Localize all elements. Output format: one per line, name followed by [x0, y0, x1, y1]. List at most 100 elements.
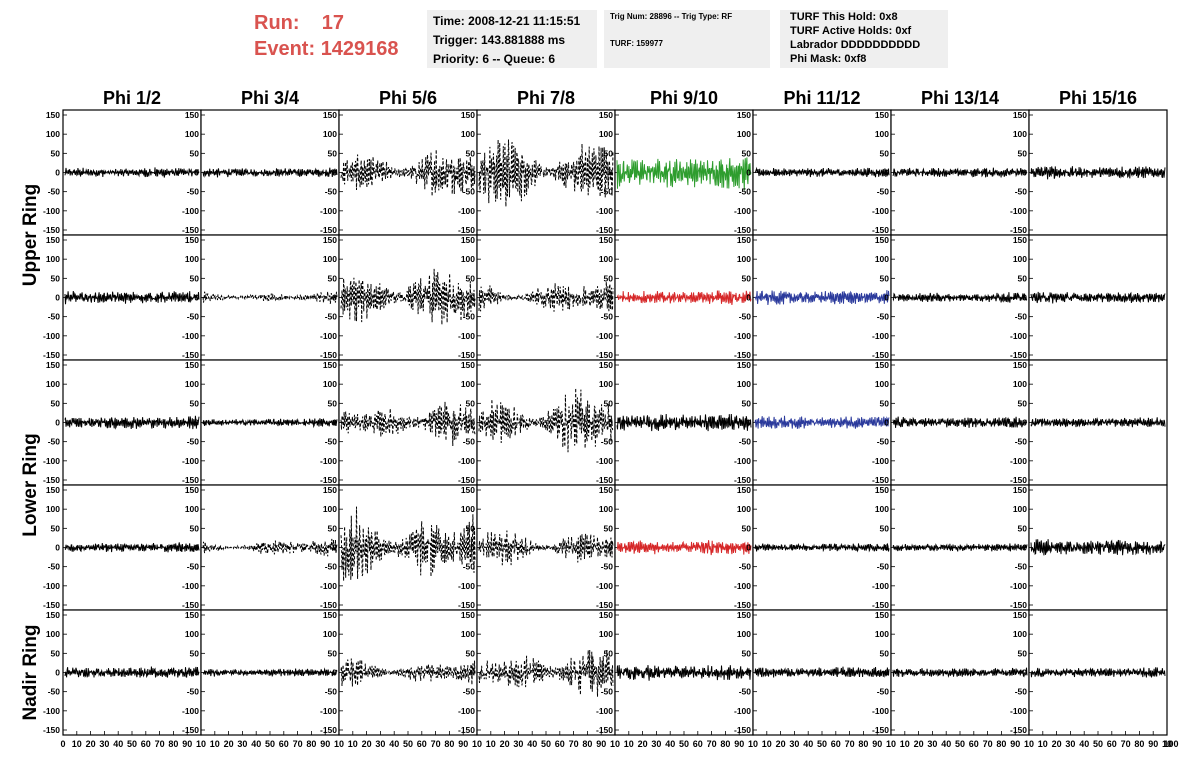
- y-tick-label: -100: [1010, 456, 1027, 466]
- x-tick-label: 70: [293, 739, 303, 749]
- y-tick-label: -150: [596, 725, 613, 735]
- waveform-trace: [892, 543, 1028, 552]
- trig-turf-panel: Trig Num: 28896 -- Trig Type: RF TURF: 1…: [604, 10, 770, 68]
- x-tick-label: 90: [596, 739, 606, 749]
- waveform-trace: [892, 167, 1028, 178]
- waveform-trace: [1030, 539, 1166, 556]
- y-tick-label: -50: [1015, 312, 1028, 322]
- y-tick-label: -150: [43, 475, 60, 485]
- y-tick-label: 50: [190, 523, 200, 533]
- x-tick-label: 20: [914, 739, 924, 749]
- y-tick-label: 100: [46, 504, 60, 514]
- x-tick-label: 80: [720, 739, 730, 749]
- y-tick-label: -150: [182, 350, 199, 360]
- y-tick-label: -100: [734, 456, 751, 466]
- x-tick-label: 50: [817, 739, 827, 749]
- y-tick-label: -100: [43, 706, 60, 716]
- y-tick-label: -150: [320, 350, 337, 360]
- x-tick-label: 30: [375, 739, 385, 749]
- y-tick-label: 100: [875, 629, 889, 639]
- x-tick-label: 50: [541, 739, 551, 749]
- column-title: Phi 3/4: [241, 88, 299, 108]
- y-tick-label: -100: [872, 581, 889, 591]
- y-tick-label: 150: [46, 235, 60, 245]
- y-tick-label: -100: [182, 331, 199, 341]
- y-tick-label: -150: [734, 725, 751, 735]
- x-tick-label: 90: [1010, 739, 1020, 749]
- y-tick-label: -100: [734, 206, 751, 216]
- y-tick-label: 0: [608, 668, 613, 678]
- y-tick-label: -50: [601, 562, 614, 572]
- y-tick-label: -100: [1010, 581, 1027, 591]
- x-tick-label: 30: [237, 739, 247, 749]
- y-tick-label: -100: [43, 331, 60, 341]
- y-tick-label: -50: [187, 687, 200, 697]
- y-tick-label: 50: [466, 398, 476, 408]
- y-tick-label: -50: [739, 437, 752, 447]
- y-tick-label: 50: [880, 398, 890, 408]
- event-row: Event: 1429168: [254, 36, 399, 62]
- y-tick-label: -100: [734, 581, 751, 591]
- y-tick-label: 150: [46, 360, 60, 370]
- y-tick-label: 100: [185, 129, 199, 139]
- y-tick-label: 0: [194, 293, 199, 303]
- y-tick-label: 150: [599, 485, 613, 495]
- y-tick-label: 100: [185, 629, 199, 639]
- y-tick-label: -50: [187, 312, 200, 322]
- y-tick-label: -150: [872, 225, 889, 235]
- waveform-trace: [202, 291, 338, 304]
- y-tick-label: 150: [737, 610, 751, 620]
- y-tick-label: -50: [739, 312, 752, 322]
- y-tick-label: -150: [1010, 350, 1027, 360]
- y-tick-label: -50: [877, 687, 890, 697]
- y-tick-label: 150: [323, 360, 337, 370]
- waveform-trace: [616, 290, 752, 306]
- y-tick-label: -50: [601, 687, 614, 697]
- turf-hold-panel: TURF This Hold: 0x8 TURF Active Holds: 0…: [780, 10, 948, 68]
- y-tick-label: 50: [742, 523, 752, 533]
- y-tick-label: 50: [51, 523, 61, 533]
- run-event-box: Run: 17 Event: 1429168: [254, 10, 399, 62]
- x-tick-label: 10: [762, 739, 772, 749]
- x-tick-label: 0: [60, 739, 65, 749]
- x-tick-label: 10: [1024, 739, 1034, 749]
- y-tick-label: -150: [43, 600, 60, 610]
- y-tick-label: -150: [43, 350, 60, 360]
- x-tick-label: 100: [1163, 739, 1178, 749]
- y-tick-label: -150: [458, 725, 475, 735]
- y-tick-label: 0: [194, 668, 199, 678]
- y-tick-label: 100: [461, 254, 475, 264]
- y-tick-label: -100: [320, 331, 337, 341]
- x-tick-label: 20: [224, 739, 234, 749]
- y-tick-label: 50: [1018, 398, 1028, 408]
- column-title: Phi 1/2: [103, 88, 161, 108]
- y-tick-label: 50: [1018, 148, 1028, 158]
- waveform-trace: [478, 281, 614, 312]
- y-tick-label: -150: [320, 475, 337, 485]
- y-tick-label: 100: [737, 129, 751, 139]
- x-tick-label: 50: [1093, 739, 1103, 749]
- y-tick-label: 100: [323, 129, 337, 139]
- waveform-trace: [64, 167, 200, 178]
- x-tick-label: 50: [679, 739, 689, 749]
- y-tick-label: 100: [323, 629, 337, 639]
- y-tick-label: 100: [323, 504, 337, 514]
- y-tick-label: -50: [601, 437, 614, 447]
- y-tick-label: -50: [48, 187, 61, 197]
- x-tick-label: 10: [624, 739, 634, 749]
- y-tick-label: -150: [734, 475, 751, 485]
- y-tick-label: 50: [190, 398, 200, 408]
- y-tick-label: -150: [734, 600, 751, 610]
- y-tick-label: -100: [596, 331, 613, 341]
- x-tick-label: 70: [431, 739, 441, 749]
- x-tick-label: 20: [362, 739, 372, 749]
- y-tick-label: -100: [1010, 706, 1027, 716]
- x-tick-label: 30: [99, 739, 109, 749]
- x-tick-label: 40: [941, 739, 951, 749]
- x-tick-label: 10: [472, 739, 482, 749]
- y-tick-label: 50: [742, 398, 752, 408]
- y-tick-label: -100: [458, 581, 475, 591]
- y-tick-label: -100: [43, 581, 60, 591]
- x-tick-label: 10: [1162, 739, 1172, 749]
- y-tick-label: -50: [1015, 437, 1028, 447]
